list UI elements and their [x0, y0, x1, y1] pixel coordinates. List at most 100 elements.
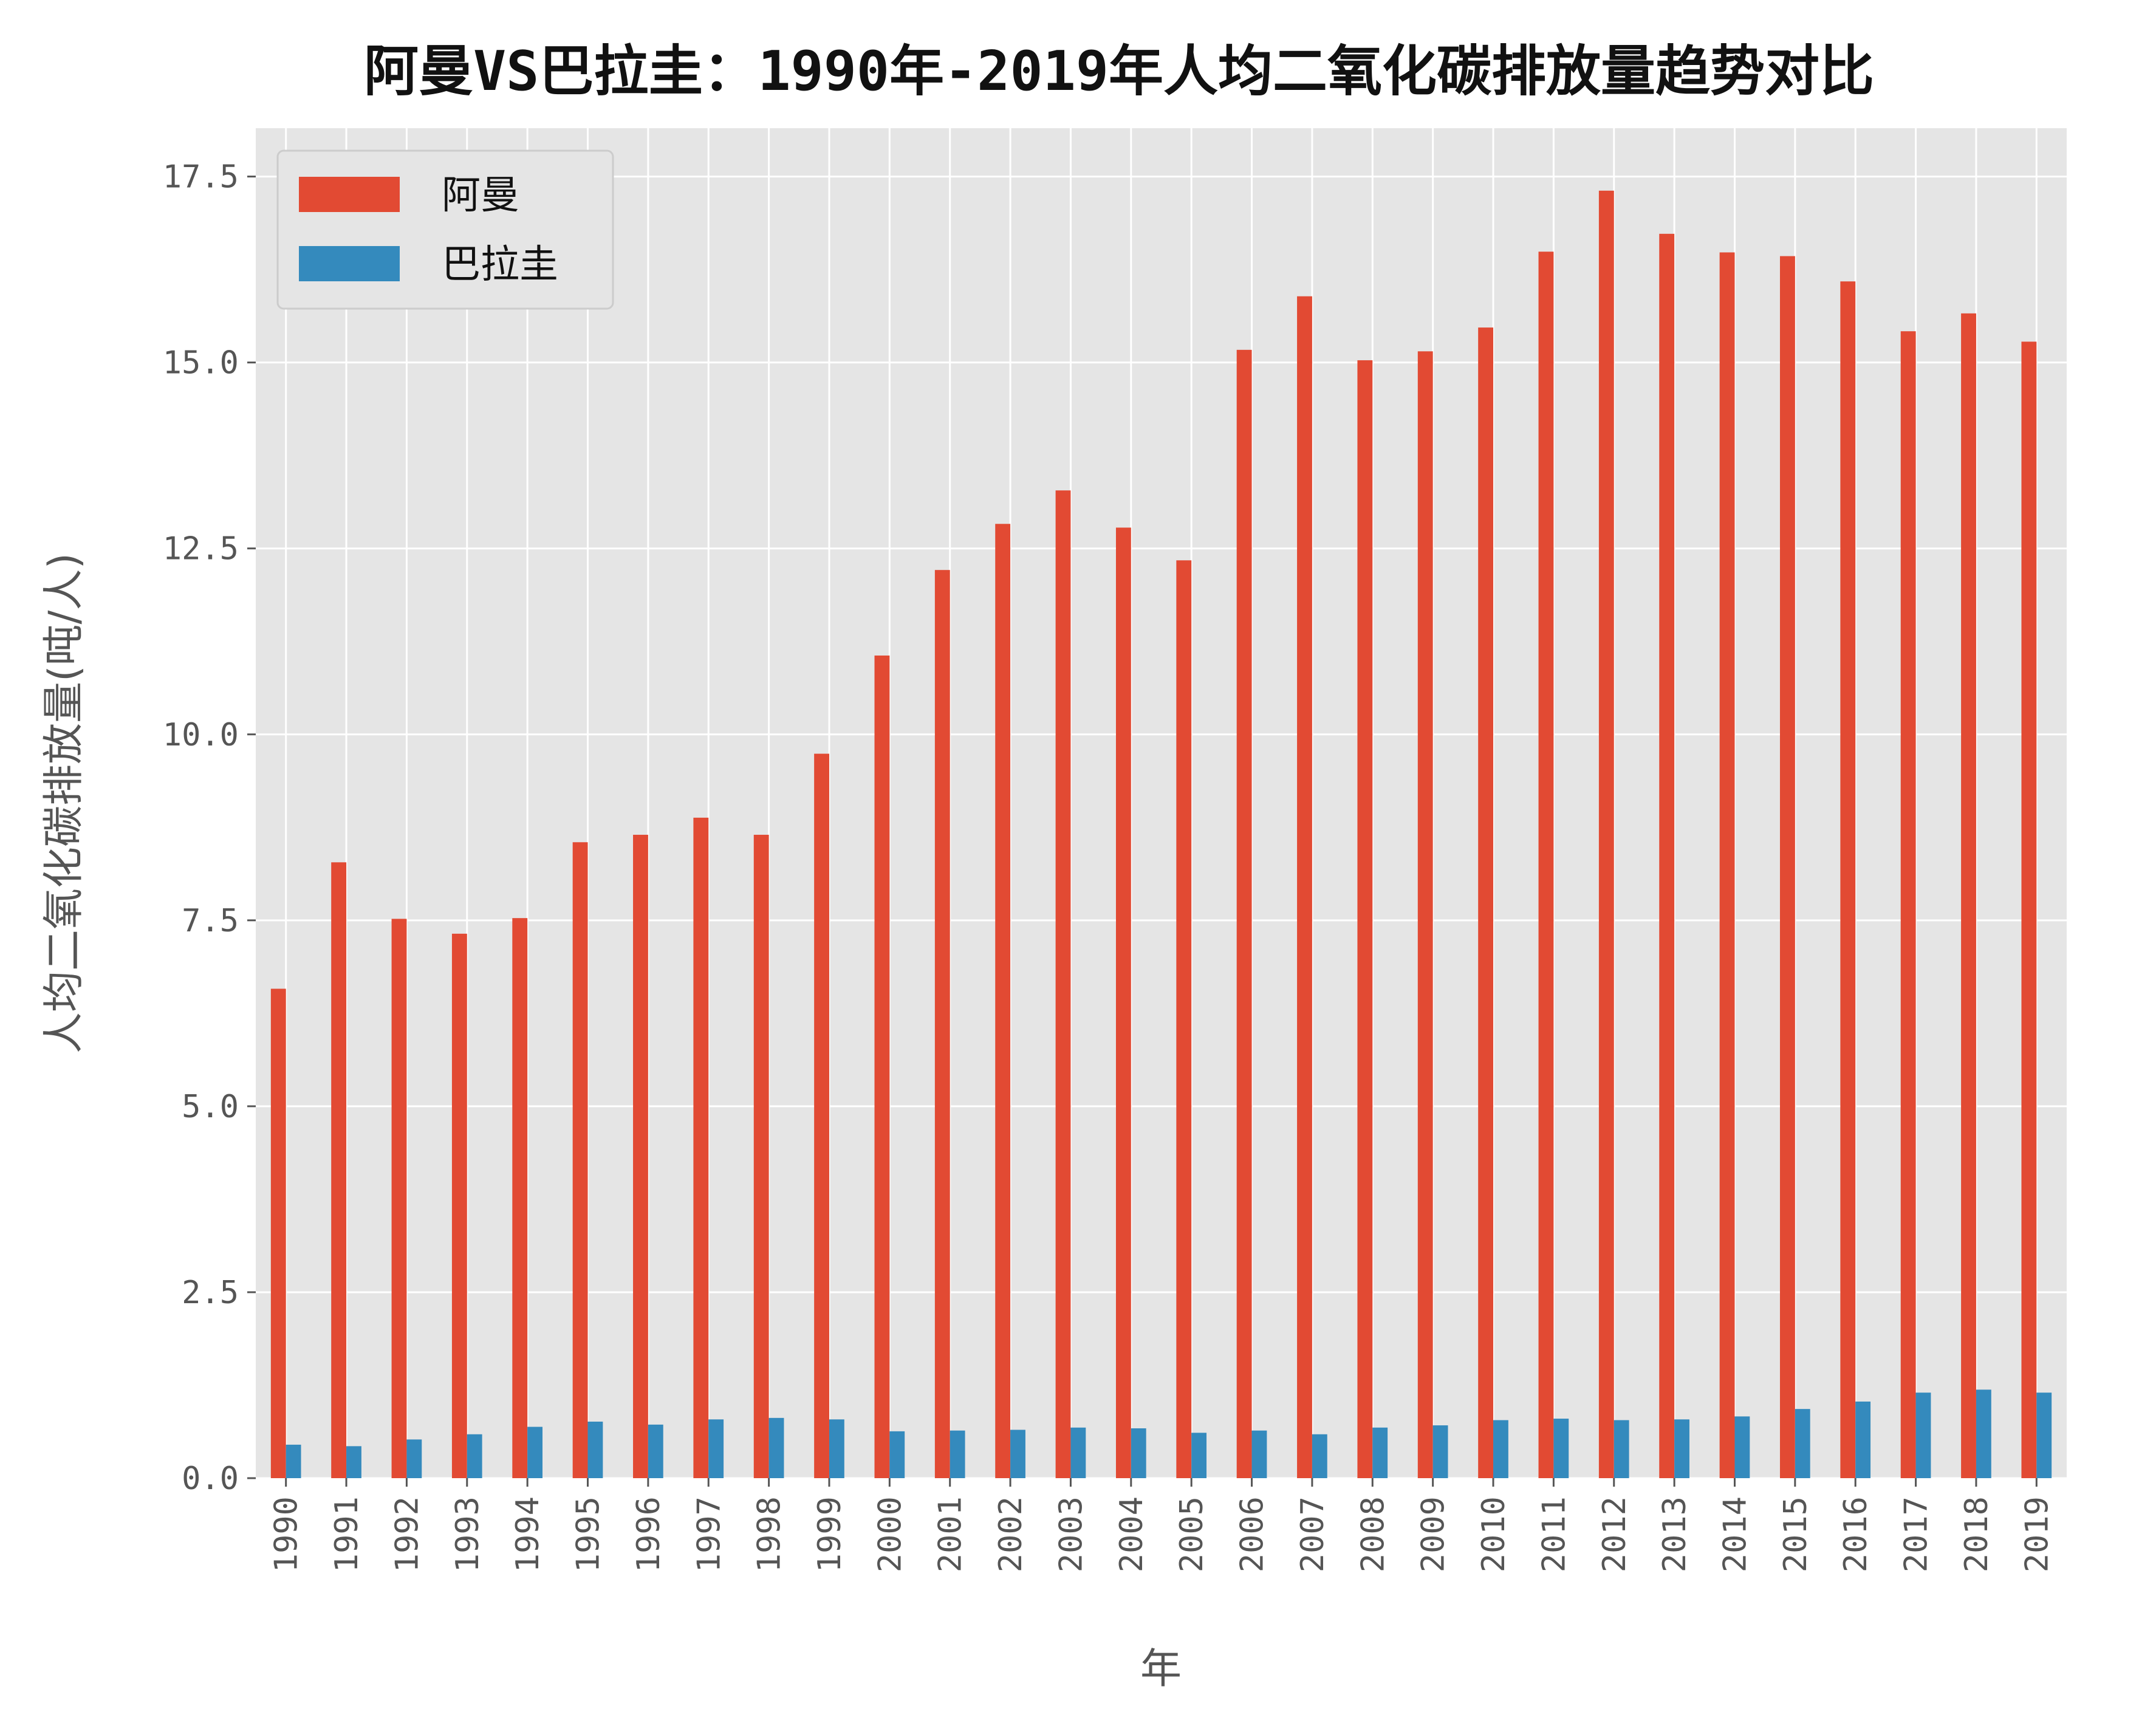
x-tick-label: 2000 [872, 1496, 908, 1572]
bar-oman [693, 817, 709, 1478]
bar-paraguay [768, 1417, 784, 1478]
bar-oman [1840, 281, 1856, 1478]
bar-oman [1297, 296, 1312, 1478]
x-tick-label: 2002 [993, 1496, 1029, 1572]
bar-oman [1780, 256, 1795, 1478]
bar-paraguay [1674, 1419, 1689, 1478]
x-tick-label: 2004 [1114, 1496, 1150, 1572]
y-tick-label: 2.5 [182, 1275, 239, 1311]
bar-oman [633, 835, 648, 1478]
bar-oman [1176, 560, 1192, 1478]
y-tick-label: 15.0 [163, 345, 239, 382]
bar-oman [1478, 327, 1494, 1479]
x-tick-label: 2010 [1476, 1496, 1512, 1572]
bar-oman [1719, 252, 1735, 1478]
bar-oman [572, 842, 588, 1478]
bar-paraguay [1372, 1427, 1388, 1478]
bar-oman [814, 753, 829, 1478]
x-tick-label: 2013 [1657, 1496, 1693, 1572]
bar-paraguay [1312, 1434, 1327, 1478]
x-ticks: 1990 1991 1992 1993 1994 1995 1996 1997 1998 1999… [269, 1478, 2055, 1572]
x-tick-label: 2014 [1717, 1496, 1753, 1572]
bar-oman [1417, 351, 1433, 1478]
x-tick-label: 1994 [510, 1496, 546, 1572]
bar-oman [391, 919, 407, 1478]
bar-oman [1538, 252, 1554, 1478]
x-tick-label: 2008 [1355, 1496, 1391, 1572]
bar-paraguay [467, 1434, 482, 1478]
x-tick-label: 2011 [1536, 1496, 1572, 1572]
legend-label-paraguay: 巴拉圭 [442, 242, 558, 287]
x-tick-label: 1999 [812, 1496, 848, 1572]
bar-oman [512, 918, 528, 1478]
bar-paraguay [1734, 1416, 1750, 1478]
legend-swatch-paraguay [299, 246, 400, 281]
x-tick-label: 2007 [1295, 1496, 1331, 1572]
y-tick-label: 10.0 [163, 717, 239, 753]
x-tick-label: 2009 [1415, 1496, 1452, 1572]
x-tick-label: 1990 [269, 1496, 305, 1572]
bar-oman [874, 655, 890, 1478]
bar-paraguay [1855, 1401, 1871, 1478]
bar-oman [1961, 313, 1976, 1478]
bar-paraguay [2036, 1392, 2052, 1478]
x-tick-label: 2001 [933, 1496, 969, 1572]
bar-oman [2021, 341, 2037, 1478]
x-tick-label: 1995 [570, 1496, 607, 1572]
x-tick-label: 1996 [631, 1496, 667, 1572]
bar-paraguay [1010, 1430, 1025, 1478]
x-tick-label: 2006 [1234, 1496, 1271, 1572]
y-tick-label: 12.5 [163, 531, 239, 567]
bar-paraguay [1493, 1420, 1508, 1478]
y-tick-label: 17.5 [163, 159, 239, 196]
bar-paraguay [587, 1421, 603, 1478]
y-tick-label: 0.0 [182, 1461, 239, 1497]
bar-paraguay [950, 1430, 965, 1478]
bar-paraguay [346, 1446, 361, 1478]
legend-label-oman: 阿曼 [442, 173, 519, 218]
bar-oman [995, 524, 1011, 1478]
bar-paraguay [1191, 1433, 1207, 1478]
bar-paraguay [829, 1419, 844, 1478]
x-tick-label: 2016 [1838, 1496, 1874, 1572]
y-ticks: 0.0 2.5 5.0 7.5 10.0 12.5 15.0 17.5 [163, 159, 256, 1497]
bar-oman [1900, 331, 1916, 1478]
bar-oman [1659, 233, 1675, 1478]
bar-oman [753, 835, 769, 1478]
bar-paraguay [1553, 1419, 1569, 1478]
x-tick-label: 1997 [691, 1496, 727, 1572]
bar-oman [451, 933, 467, 1478]
y-axis-label: 人均二氧化碳排放量(吨/人) [40, 553, 88, 1053]
bar-oman [1236, 349, 1252, 1478]
bar-paraguay [286, 1444, 301, 1478]
legend: 阿曼 巴拉圭 [276, 149, 614, 310]
bar-paraguay [406, 1439, 422, 1478]
bar-paraguay [1251, 1430, 1267, 1478]
bar-paraguay [1070, 1427, 1086, 1478]
bars [270, 190, 2052, 1479]
x-tick-label: 1991 [329, 1496, 365, 1572]
bar-paraguay [1432, 1425, 1448, 1478]
bar-oman [331, 862, 347, 1478]
x-tick-label: 2019 [2019, 1496, 2055, 1572]
x-tick-label: 2003 [1053, 1496, 1089, 1572]
bar-oman [934, 570, 950, 1479]
x-axis-label: 年 [1140, 1645, 1182, 1693]
bar-oman [1357, 360, 1373, 1478]
x-tick-label: 1993 [450, 1496, 486, 1572]
bar-paraguay [1976, 1389, 1991, 1478]
x-tick-label: 1998 [751, 1496, 788, 1572]
bar-paraguay [1915, 1392, 1931, 1478]
bar-paraguay [708, 1419, 724, 1478]
bar-paraguay [527, 1427, 542, 1478]
chart-title: 阿曼VS巴拉圭：1990年-2019年人均二氧化碳排放量趋势对比 [364, 39, 1874, 103]
bar-oman [1115, 527, 1131, 1478]
x-tick-label: 2005 [1174, 1496, 1210, 1572]
x-tick-label: 1992 [389, 1496, 425, 1572]
x-tick-label: 2017 [1898, 1496, 1935, 1572]
y-tick-label: 7.5 [182, 903, 239, 939]
bar-paraguay [889, 1431, 905, 1478]
bar-paraguay [648, 1424, 663, 1478]
bar-paraguay [1795, 1409, 1810, 1478]
